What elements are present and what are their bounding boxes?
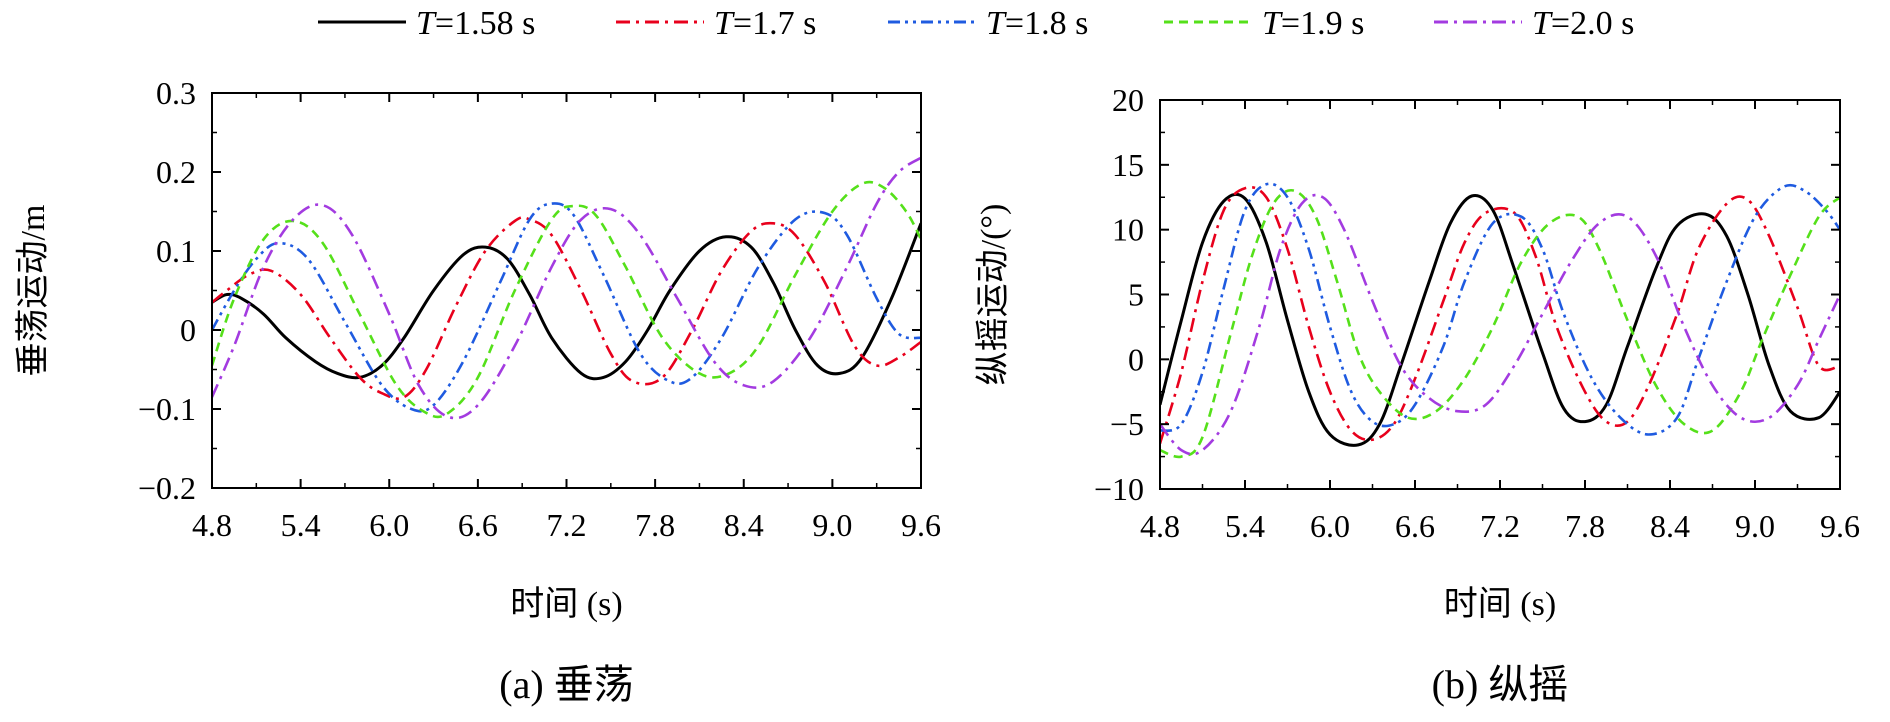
x-tick-label: 9.0: [1735, 508, 1775, 544]
series-line: [212, 202, 921, 413]
y-tick-label: −10: [1094, 471, 1144, 507]
x-tick-label: 9.6: [901, 507, 941, 543]
x-tick-label: 7.8: [1565, 508, 1605, 544]
y-tick-label: −5: [1110, 406, 1144, 442]
legend-label: T=1.58 s: [416, 5, 535, 42]
x-tick-label: 6.6: [458, 507, 498, 543]
panel-caption: (b) 纵摇: [1432, 662, 1569, 707]
x-tick-label: 6.0: [1310, 508, 1350, 544]
y-tick-label: −0.2: [138, 470, 196, 506]
x-tick-label: 9.0: [812, 507, 852, 543]
legend-label: T=1.9 s: [1262, 5, 1364, 42]
legend: T=1.58 s T=1.7 s T=1.8 s T=1.9 s T=2.0 s: [318, 5, 1634, 42]
series-line: [1160, 188, 1840, 459]
plot-frame: [211, 92, 922, 489]
legend-label: T=1.8 s: [986, 5, 1088, 42]
x-tick-label: 5.4: [1225, 508, 1265, 544]
plot-area: [1160, 182, 1840, 459]
plot-area: [212, 156, 921, 420]
y-axis-title: 纵摇运动/(°): [974, 204, 1012, 386]
series-line: [1160, 185, 1840, 444]
y-tick-label: 0: [180, 312, 196, 348]
chart-panel-pitch: 4.8 5.4 6.0 6.6 7.2 7.8 8.4 9.0 9.6 20 15 10 5 0 −5 −10…: [974, 82, 1860, 707]
legend-label: T=2.0 s: [1532, 5, 1634, 42]
x-tick-label: 6.6: [1395, 508, 1435, 544]
y-axis-title: 垂荡运动/m: [15, 205, 52, 377]
panel-caption: (a) 垂荡: [499, 662, 633, 707]
series-line: [1160, 182, 1840, 436]
x-tick-label: 4.8: [1140, 508, 1180, 544]
x-tick-label: 7.8: [635, 507, 675, 543]
series-line: [1160, 193, 1840, 456]
x-tick-label: 6.0: [369, 507, 409, 543]
y-tick-label: 5: [1128, 277, 1144, 313]
y-tick-label: 0.1: [156, 233, 196, 269]
legend-label: T=1.7 s: [714, 5, 816, 42]
y-tick-label: 0.2: [156, 154, 196, 190]
y-tick-label: 0: [1128, 341, 1144, 377]
x-tick-label: 8.4: [1650, 508, 1690, 544]
plot-frame: [1159, 99, 1841, 490]
y-tick-label: 10: [1112, 212, 1144, 248]
x-tick-label: 9.6: [1820, 508, 1860, 544]
y-tick-label: 15: [1112, 147, 1144, 183]
x-tick-label: 4.8: [192, 507, 232, 543]
x-tick-label: 7.2: [1480, 508, 1520, 544]
series-line: [212, 180, 921, 419]
series-line: [212, 156, 921, 420]
x-tick-label: 8.4: [724, 507, 764, 543]
series-line: [212, 222, 921, 381]
y-tick-label: 20: [1112, 82, 1144, 118]
x-tick-label: 5.4: [281, 507, 321, 543]
chart-panel-heave: 4.8 5.4 6.0 6.6 7.2 7.8 8.4 9.0 9.6 0.3 0.2 0.1 0 −0.…: [15, 75, 941, 707]
y-tick-label: −0.1: [138, 391, 196, 427]
x-axis-title: 时间 (s): [1444, 586, 1556, 623]
series-line: [212, 216, 921, 400]
y-tick-label: 0.3: [156, 75, 196, 111]
series-line: [1160, 192, 1840, 447]
x-tick-label: 7.2: [547, 507, 587, 543]
x-axis-title: 时间 (s): [510, 586, 622, 623]
